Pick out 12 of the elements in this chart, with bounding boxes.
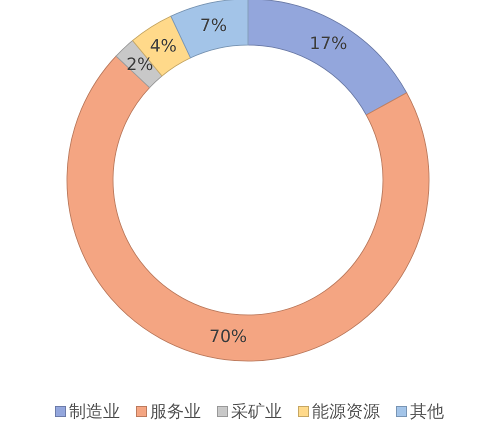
legend-label: 能源资源 — [312, 401, 380, 423]
data-label: 4% — [150, 36, 177, 57]
legend-label: 服务业 — [150, 401, 201, 423]
data-label: 2% — [126, 54, 154, 75]
legend-label: 制造业 — [69, 401, 120, 423]
donut-slice — [66, 56, 430, 362]
donut-slice — [248, 0, 408, 116]
data-label: 17% — [310, 34, 348, 54]
legend-label: 采矿业 — [231, 401, 282, 423]
legend-label: 其他 — [410, 401, 444, 423]
data-label: 7% — [200, 16, 228, 36]
data-label: 70% — [209, 326, 248, 347]
